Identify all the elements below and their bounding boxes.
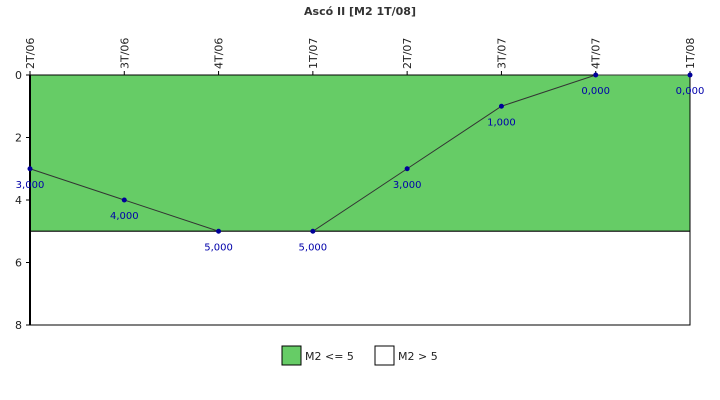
legend: M2 <= 5 M2 > 5 (281, 345, 438, 366)
x-tick-label: 1T/08 (684, 38, 697, 69)
x-tick-labels: 2T/06 3T/06 4T/06 1T/07 2T/07 3T/07 4T/07 1T/08 (24, 38, 697, 69)
data-label: 0,000 (676, 86, 705, 97)
y-tick-label: 4 (15, 194, 22, 207)
legend-swatch (374, 345, 395, 366)
x-tick-label: 2T/07 (401, 38, 414, 69)
data-label: 5,000 (204, 242, 233, 253)
y-tick-label: 6 (15, 257, 22, 270)
data-point (498, 103, 504, 109)
data-label: 3,000 (16, 180, 45, 191)
data-point (121, 197, 127, 203)
legend-label: M2 <= 5 (305, 350, 354, 363)
series-line (29, 74, 690, 232)
y-tick-label: 0 (15, 69, 22, 82)
data-point (593, 72, 599, 78)
x-tick-label: 4T/06 (213, 38, 226, 69)
data-point (216, 228, 222, 234)
band-low (29, 74, 691, 232)
chart-title: Ascó II [M2 1T/08] (304, 5, 416, 18)
x-tick-label: 1T/07 (307, 38, 320, 69)
legend-label: M2 > 5 (398, 350, 438, 363)
data-point (687, 72, 693, 78)
data-labels: 3,000 4,000 5,000 5,000 3,000 1,000 0,000 0,000 (16, 86, 705, 253)
data-label: 1,000 (487, 117, 516, 128)
data-point (404, 166, 410, 172)
data-point (310, 228, 316, 234)
band-high (29, 230, 691, 326)
data-label: 4,000 (110, 211, 139, 222)
data-point (27, 166, 33, 172)
data-label: 0,000 (581, 86, 610, 97)
data-label: 3,000 (393, 180, 422, 191)
legend-swatch (281, 345, 302, 366)
x-tick-label: 3T/06 (118, 38, 131, 69)
y-tick-labels: 0 2 4 6 8 (15, 69, 22, 332)
y-tick-label: 2 (15, 132, 22, 145)
x-tick-label: 2T/06 (24, 38, 37, 69)
series (27, 72, 693, 234)
axes (26, 71, 691, 326)
x-tick-label: 4T/07 (590, 38, 603, 69)
data-label: 5,000 (299, 242, 328, 253)
x-tick-label: 3T/07 (495, 38, 508, 69)
y-tick-label: 8 (15, 319, 22, 332)
